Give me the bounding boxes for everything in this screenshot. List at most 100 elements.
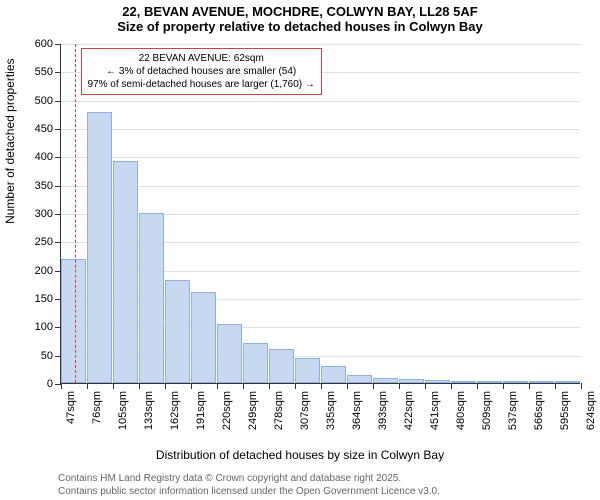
x-tick-label: 307sqm — [299, 391, 311, 430]
footer-attribution: Contains HM Land Registry data © Crown c… — [58, 472, 440, 498]
x-tick — [269, 383, 270, 389]
y-tick — [55, 242, 61, 243]
histogram-bar — [529, 381, 554, 383]
footer-line2: Contains public sector information licen… — [58, 485, 440, 498]
x-tick-label: 393sqm — [377, 391, 389, 430]
histogram-bar — [451, 381, 476, 383]
plot-area: 05010015020025030035040045050055060047sq… — [60, 44, 580, 384]
y-tick-label: 550 — [35, 66, 53, 78]
y-tick — [55, 101, 61, 102]
annotation-line: 97% of semi-detached houses are larger (… — [88, 78, 315, 91]
y-axis-label: Number of detached properties — [3, 58, 17, 223]
histogram-bar — [399, 379, 424, 383]
gridline — [61, 186, 580, 187]
x-axis-label: Distribution of detached houses by size … — [0, 448, 600, 462]
x-tick-label: 191sqm — [195, 391, 207, 430]
x-tick — [373, 383, 374, 389]
histogram-bar — [295, 358, 320, 384]
histogram-bar — [191, 292, 216, 383]
x-tick-label: 47sqm — [65, 391, 77, 424]
x-tick — [113, 383, 114, 389]
x-tick-label: 566sqm — [533, 391, 545, 430]
x-tick — [529, 383, 530, 389]
gridline — [61, 101, 580, 102]
x-tick-label: 133sqm — [143, 391, 155, 430]
histogram-bar — [425, 380, 450, 383]
y-tick-label: 200 — [35, 265, 53, 277]
histogram-bar — [477, 381, 502, 383]
x-tick-label: 364sqm — [351, 391, 363, 430]
histogram-bar — [321, 366, 346, 383]
y-tick-label: 350 — [35, 180, 53, 192]
y-tick-label: 0 — [47, 378, 53, 390]
x-tick — [347, 383, 348, 389]
histogram-bar — [217, 324, 242, 384]
footer-line1: Contains HM Land Registry data © Crown c… — [58, 472, 440, 485]
x-tick-label: 451sqm — [429, 391, 441, 430]
x-tick-label: 278sqm — [273, 391, 285, 430]
annotation-line: 22 BEVAN AVENUE: 62sqm — [88, 52, 315, 65]
x-tick — [217, 383, 218, 389]
x-tick — [243, 383, 244, 389]
y-tick-label: 150 — [35, 293, 53, 305]
annotation-box: 22 BEVAN AVENUE: 62sqm← 3% of detached h… — [81, 48, 322, 95]
histogram-bar — [61, 259, 86, 383]
y-tick-label: 50 — [41, 350, 53, 362]
gridline — [61, 44, 580, 45]
y-tick-label: 100 — [35, 321, 53, 333]
histogram-bar — [165, 280, 190, 383]
y-tick-label: 400 — [35, 151, 53, 163]
histogram-bar — [373, 378, 398, 383]
y-tick-label: 300 — [35, 208, 53, 220]
x-tick — [555, 383, 556, 389]
x-tick — [503, 383, 504, 389]
y-tick — [55, 186, 61, 187]
gridline — [61, 129, 580, 130]
chart-container: 22, BEVAN AVENUE, MOCHDRE, COLWYN BAY, L… — [0, 0, 600, 500]
x-tick-label: 509sqm — [481, 391, 493, 430]
x-tick-label: 335sqm — [325, 391, 337, 430]
chart-title-main: 22, BEVAN AVENUE, MOCHDRE, COLWYN BAY, L… — [0, 0, 600, 19]
y-tick — [55, 214, 61, 215]
x-tick-label: 624sqm — [585, 391, 597, 430]
y-tick — [55, 129, 61, 130]
histogram-bar — [347, 375, 372, 383]
histogram-bar — [113, 161, 138, 383]
x-tick — [477, 383, 478, 389]
histogram-bar — [139, 213, 164, 383]
x-tick-label: 105sqm — [117, 391, 129, 430]
y-tick — [55, 44, 61, 45]
x-tick — [165, 383, 166, 389]
x-tick-label: 422sqm — [403, 391, 415, 430]
x-tick — [581, 383, 582, 389]
x-tick — [451, 383, 452, 389]
y-tick — [55, 157, 61, 158]
property-marker-line — [75, 44, 76, 383]
histogram-bar — [87, 112, 112, 383]
x-tick-label: 537sqm — [507, 391, 519, 430]
y-tick-label: 600 — [35, 38, 53, 50]
histogram-bar — [243, 343, 268, 383]
chart-title-sub: Size of property relative to detached ho… — [0, 19, 600, 40]
y-tick — [55, 72, 61, 73]
x-tick — [61, 383, 62, 389]
x-tick — [139, 383, 140, 389]
annotation-line: ← 3% of detached houses are smaller (54) — [88, 65, 315, 78]
x-tick — [295, 383, 296, 389]
histogram-bar — [269, 349, 294, 383]
y-tick-label: 250 — [35, 236, 53, 248]
x-tick-label: 595sqm — [559, 391, 571, 430]
x-tick — [425, 383, 426, 389]
x-tick-label: 249sqm — [247, 391, 259, 430]
x-tick-label: 162sqm — [169, 391, 181, 430]
gridline — [61, 157, 580, 158]
x-tick — [191, 383, 192, 389]
y-tick-label: 500 — [35, 95, 53, 107]
histogram-bar — [503, 381, 528, 383]
x-tick-label: 220sqm — [221, 391, 233, 430]
x-tick-label: 76sqm — [91, 391, 103, 424]
x-tick-label: 480sqm — [455, 391, 467, 430]
x-tick — [321, 383, 322, 389]
y-tick-label: 450 — [35, 123, 53, 135]
histogram-bar — [555, 381, 580, 383]
